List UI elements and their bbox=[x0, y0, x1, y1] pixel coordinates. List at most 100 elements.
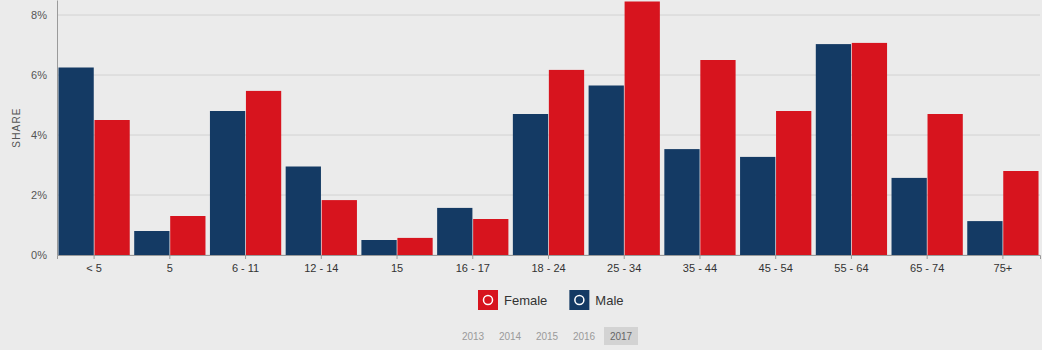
x-tick-label: 15 bbox=[391, 262, 403, 274]
grid bbox=[57, 15, 1040, 255]
legend-item: Male bbox=[569, 290, 623, 310]
y-tick-label: 2% bbox=[31, 189, 47, 201]
x-tick-mark bbox=[548, 255, 549, 259]
bar bbox=[625, 2, 660, 256]
y-tick-label: 6% bbox=[31, 69, 47, 81]
y-axis: 0% 2% 4% 6% 8% bbox=[31, 1, 57, 262]
x-tick-mark bbox=[699, 255, 700, 259]
legend-label: Male bbox=[595, 293, 623, 308]
x-tick: 16 - 17 bbox=[456, 255, 490, 274]
bar bbox=[473, 219, 508, 255]
x-axis-line bbox=[58, 256, 1041, 260]
x-tick-mark bbox=[245, 255, 246, 259]
year-option[interactable]: 2015 bbox=[536, 331, 559, 342]
bar bbox=[892, 178, 927, 255]
bar bbox=[1003, 171, 1038, 255]
selected-year-background bbox=[604, 327, 638, 345]
bar bbox=[816, 44, 851, 255]
x-tick-mark bbox=[472, 255, 473, 259]
x-tick-mark bbox=[624, 255, 625, 259]
bar bbox=[852, 43, 887, 255]
grid-line bbox=[57, 75, 1040, 76]
x-tick-label: 25 - 34 bbox=[607, 262, 641, 274]
y-tick-label: 0% bbox=[31, 249, 47, 261]
x-tick: 45 - 54 bbox=[759, 255, 793, 274]
x-tick-label: 12 - 14 bbox=[304, 262, 338, 274]
x-tick-mark bbox=[397, 255, 398, 259]
bar bbox=[776, 111, 811, 255]
x-tick-mark bbox=[1002, 255, 1003, 259]
x-tick: 5 bbox=[167, 255, 173, 274]
x-tick: 35 - 44 bbox=[683, 255, 717, 274]
x-tick: 75+ bbox=[994, 255, 1013, 274]
x-tick-label: 55 - 64 bbox=[834, 262, 868, 274]
x-tick: 18 - 24 bbox=[531, 255, 565, 274]
y-tick: 4% bbox=[31, 129, 57, 141]
y-tick: 6% bbox=[31, 69, 57, 81]
x-tick-mark bbox=[775, 255, 776, 259]
bar bbox=[94, 120, 129, 255]
bar bbox=[210, 111, 245, 255]
series bbox=[94, 2, 1038, 256]
bar bbox=[549, 70, 584, 255]
grid-line bbox=[57, 135, 1040, 136]
x-tick: 65 - 74 bbox=[910, 255, 944, 274]
y-tick: 0% bbox=[31, 249, 57, 261]
x-tick: 6 - 11 bbox=[232, 255, 259, 274]
bars bbox=[58, 2, 1038, 256]
legend-icon bbox=[575, 296, 584, 305]
y-tick-label: 4% bbox=[31, 129, 47, 141]
y-axis-line bbox=[57, 1, 58, 256]
x-tick-mark bbox=[851, 255, 852, 259]
legend: Female Male bbox=[478, 290, 624, 310]
legend-label: Female bbox=[504, 293, 547, 308]
x-tick-mark bbox=[94, 255, 95, 259]
y-axis-title: SHARE bbox=[11, 107, 22, 147]
x-tick-label: 75+ bbox=[994, 262, 1013, 274]
year-option[interactable]: 2017 bbox=[610, 331, 633, 342]
x-tick: 55 - 64 bbox=[834, 255, 868, 274]
x-tick-label: 5 bbox=[167, 262, 173, 274]
y-tick: 2% bbox=[31, 189, 57, 201]
y-tick-label: 8% bbox=[31, 9, 47, 21]
legend-swatch bbox=[478, 290, 498, 310]
x-tick-label: < 5 bbox=[86, 262, 102, 274]
bar bbox=[437, 208, 472, 255]
bar bbox=[286, 167, 321, 256]
x-tick-label: 35 - 44 bbox=[683, 262, 717, 274]
grid-line bbox=[57, 15, 1040, 16]
year-option[interactable]: 2013 bbox=[462, 331, 485, 342]
y-tick: 8% bbox=[31, 9, 57, 21]
x-tick-label: 65 - 74 bbox=[910, 262, 944, 274]
bar bbox=[246, 91, 281, 255]
bar bbox=[397, 238, 432, 255]
bar bbox=[322, 200, 357, 255]
x-tick-mark bbox=[169, 255, 170, 259]
bar bbox=[58, 68, 93, 256]
bar bbox=[928, 114, 963, 255]
chart: 0% 2% 4% 6% 8% SHARE < 5 5 6 - 11 12 - 14 15 16 - 1… bbox=[0, 0, 1042, 350]
legend-swatch bbox=[569, 290, 589, 310]
legend-item: Female bbox=[478, 290, 547, 310]
bar bbox=[134, 231, 169, 255]
x-tick-mark bbox=[927, 255, 928, 259]
x-axis: < 5 5 6 - 11 12 - 14 15 16 - 17 18 - 24 25 - 34… bbox=[58, 255, 1041, 274]
x-tick: 25 - 34 bbox=[607, 255, 641, 274]
year-option[interactable]: 2014 bbox=[499, 331, 522, 342]
x-tick-label: 18 - 24 bbox=[531, 262, 565, 274]
bar bbox=[967, 221, 1002, 255]
bar bbox=[664, 149, 699, 255]
x-tick-label: 16 - 17 bbox=[456, 262, 490, 274]
x-tick: 12 - 14 bbox=[304, 255, 338, 274]
x-tick-mark bbox=[321, 255, 322, 259]
legend-icon bbox=[484, 296, 493, 305]
bar bbox=[513, 114, 548, 255]
x-tick: < 5 bbox=[86, 255, 102, 274]
bar bbox=[589, 86, 624, 256]
year-selector: 2013 2014 2015 2016 2017 bbox=[462, 327, 638, 345]
bar bbox=[170, 216, 205, 255]
bar bbox=[700, 60, 735, 255]
bar bbox=[361, 240, 396, 255]
bar bbox=[740, 157, 775, 255]
year-option[interactable]: 2016 bbox=[573, 331, 596, 342]
